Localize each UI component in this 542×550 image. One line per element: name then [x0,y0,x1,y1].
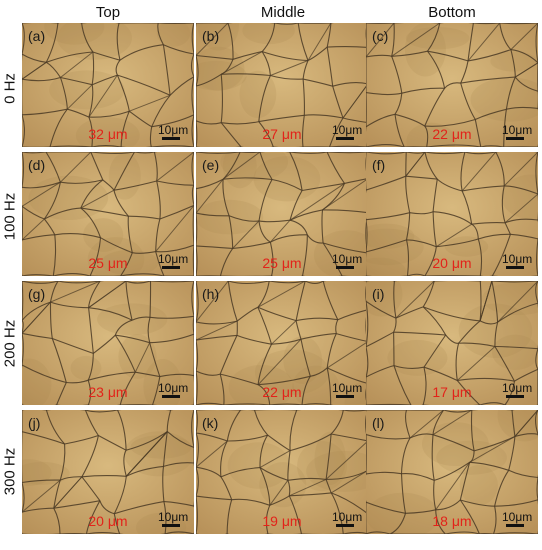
panel-label: (d) [28,157,46,173]
scale-bar: 10μm [158,381,189,398]
scale-bar: 10μm [332,381,363,398]
micrograph-panel-f: (f) 20 μm 10μm [366,152,538,276]
micrograph-panel-l: (l) 18 μm 10μm [366,410,538,534]
scale-bar-line [506,266,524,269]
panel-label: (f) [372,157,386,173]
scale-bar-label: 10μm [332,123,363,137]
scale-bar-line [336,524,354,527]
scale-bar: 10μm [332,510,363,527]
grain-size-label: 27 μm [262,126,302,142]
scale-bar: 10μm [502,381,533,398]
grain-size-label: 23 μm [88,384,128,400]
grain-size-label: 25 μm [88,255,128,271]
panel-label: (i) [372,286,385,302]
micrograph-panel-k: (k) 19 μm 10μm [196,410,368,534]
grain-size-label: 25 μm [262,255,302,271]
scale-bar-line [336,395,354,398]
micrograph-panel-g: (g) 23 μm 10μm [22,281,194,405]
grain-size-label: 18 μm [432,513,472,529]
scale-bar: 10μm [158,123,189,140]
panel-label: (a) [28,28,46,44]
panel-label: (b) [202,28,220,44]
grain-size-label: 19 μm [262,513,302,529]
micrograph-panel-i: (i) 17 μm 10μm [366,281,538,405]
grain-size-label: 20 μm [432,255,472,271]
row-title-300hz: 300 Hz [1,447,19,496]
micrograph-panel-d: (d) 25 μm 10μm [22,152,194,276]
scale-bar-label: 10μm [502,381,533,395]
micrograph-panel-h: (h) 22 μm 10μm [196,281,368,405]
micrograph-panel-a: (a) 32 μm 10μm [22,23,194,147]
scale-bar-label: 10μm [502,510,533,524]
row-title-0hz: 0 Hz [1,73,19,104]
grain-size-label: 32 μm [88,126,128,142]
scale-bar: 10μm [158,252,189,269]
column-title-middle: Middle [260,4,306,21]
scale-bar-line [506,524,524,527]
scale-bar-line [162,524,180,527]
scale-bar-label: 10μm [158,252,189,266]
scale-bar: 10μm [502,123,533,140]
column-title-bottom: Bottom [428,4,476,21]
scale-bar-line [162,395,180,398]
row-title-100hz: 100 Hz [1,192,19,241]
scale-bar: 10μm [332,123,363,140]
scale-bar-label: 10μm [332,381,363,395]
grain-size-label: 22 μm [262,384,302,400]
scale-bar: 10μm [332,252,363,269]
micrograph-panel-b: (b) 27 μm 10μm [196,23,368,147]
scale-bar: 10μm [158,510,189,527]
column-title-top: Top [95,4,121,21]
panel-label: (g) [28,286,46,302]
row-title-200hz: 200 Hz [1,319,19,368]
scale-bar-label: 10μm [332,252,363,266]
grain-size-label: 20 μm [88,513,128,529]
scale-bar-line [506,137,524,140]
grain-size-label: 22 μm [432,126,472,142]
panel-label: (k) [202,415,219,431]
scale-bar-label: 10μm [158,381,189,395]
scale-bar-line [336,266,354,269]
scale-bar-label: 10μm [158,123,189,137]
scale-bar-line [506,395,524,398]
scale-bar-line [162,266,180,269]
scale-bar-label: 10μm [502,123,533,137]
scale-bar-label: 10μm [332,510,363,524]
panel-label: (h) [202,286,220,302]
panel-label: (c) [372,28,389,44]
grain-size-label: 17 μm [432,384,472,400]
scale-bar: 10μm [502,510,533,527]
scale-bar-line [336,137,354,140]
panel-label: (j) [28,415,41,431]
panel-label: (e) [202,157,220,173]
panel-label: (l) [372,415,385,431]
scale-bar: 10μm [502,252,533,269]
scale-bar-line [162,137,180,140]
micrograph-panel-c: (c) 22 μm 10μm [366,23,538,147]
micrograph-panel-e: (e) 25 μm 10μm [196,152,368,276]
scale-bar-label: 10μm [158,510,189,524]
micrograph-panel-j: (j) 20 μm 10μm [22,410,194,534]
scale-bar-label: 10μm [502,252,533,266]
